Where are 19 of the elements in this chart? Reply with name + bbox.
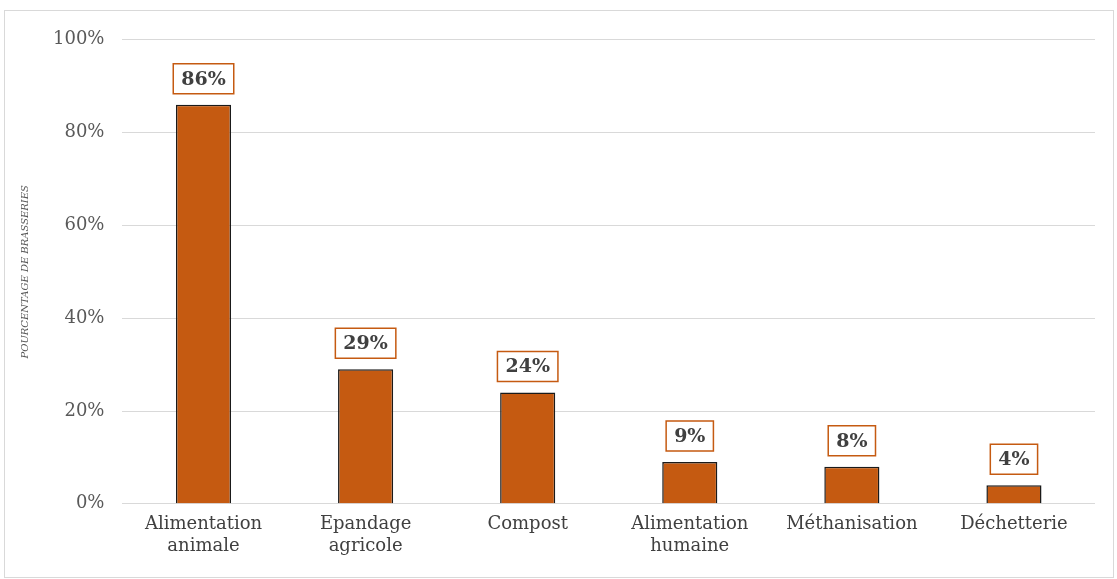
y-tick-label: 100% xyxy=(52,27,105,49)
data-label: 29% xyxy=(343,331,388,354)
x-tick-label: Alimentation animale xyxy=(143,512,263,555)
y-axis-title: POURCENTAGE DE BRASSERIES xyxy=(18,184,30,360)
data-label: 86% xyxy=(181,66,226,89)
data-label: 24% xyxy=(505,354,550,377)
y-tick-label: 80% xyxy=(64,120,105,142)
x-tick-label: Compost xyxy=(487,512,569,534)
x-tick-label: Epandage agricole xyxy=(319,512,412,555)
y-tick-label: 20% xyxy=(64,398,105,420)
y-tick-label: 0% xyxy=(75,491,105,513)
data-label: 4% xyxy=(998,447,1030,470)
y-tick-label: 40% xyxy=(64,305,105,327)
x-tick-label: Méthanisation xyxy=(786,512,918,534)
data-label: 8% xyxy=(836,428,868,451)
x-tick-label: Déchetterie xyxy=(960,512,1068,534)
y-tick-label: 60% xyxy=(64,213,105,235)
data-label: 9% xyxy=(674,423,706,446)
x-tick-label: Alimentation humaine xyxy=(630,512,749,555)
